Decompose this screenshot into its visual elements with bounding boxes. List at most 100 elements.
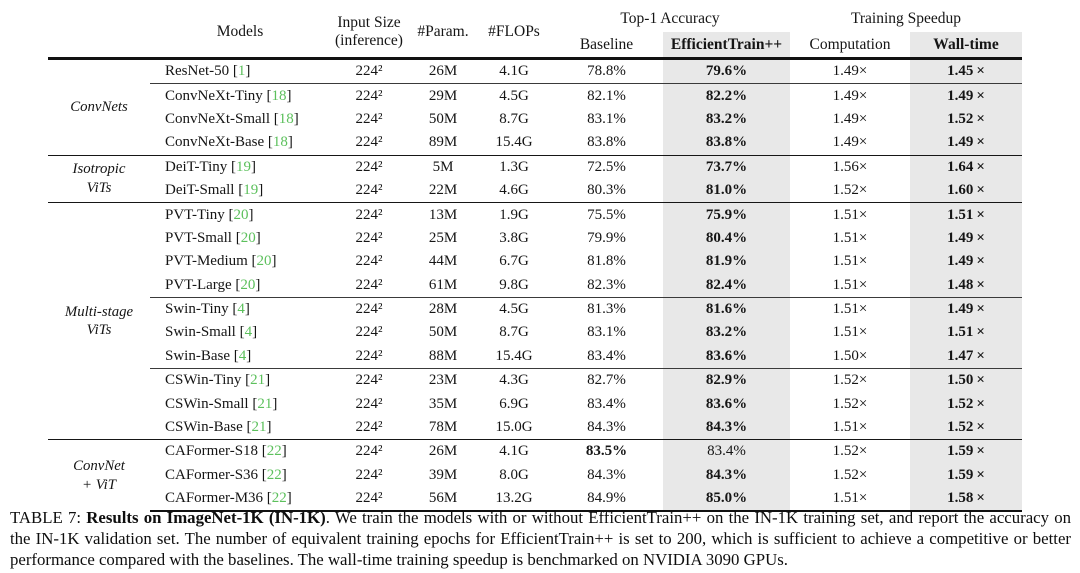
results-table: Models Input Size (inference) #Param. #FL… [48,6,1023,513]
citation-link[interactable]: 1 [237,63,246,80]
citation-link[interactable]: 4 [238,347,247,364]
computation-speedup: 1.51× [832,419,868,436]
citation-link[interactable]: 22 [271,490,287,507]
citation-link[interactable]: 20 [240,229,256,246]
efficienttrain-accuracy: 81.0% [663,178,791,203]
citation-link[interactable]: 18 [271,87,287,104]
computation-speedup: 1.51× [832,253,868,270]
model-name: PVT-Small [20] [165,229,261,246]
baseline-accuracy: 83.8% [587,134,626,151]
table-row: PVT-Large [20] 224² 61M 9.8G 82.3% 82.4% 1.51×… [48,273,1023,298]
citation-link[interactable]: 18 [272,134,288,151]
input-size-value: 224² [330,202,408,227]
citation-link[interactable]: 22 [266,443,282,460]
efficienttrain-accuracy: 83.4% [663,439,791,464]
efficienttrain-accuracy: 80.4% [663,226,791,251]
computation-speedup: 1.49× [790,83,911,108]
params-value: 50M [428,110,458,127]
input-size-value: 224² [355,466,383,483]
input-size-value: 224² [355,229,383,246]
baseline-accuracy: 84.3% [587,419,626,436]
caption-label: TABLE 7: [10,508,82,527]
input-size-value: 224² [330,487,408,513]
flops-value: 4.3G [478,368,550,393]
baseline-accuracy: 81.8% [587,253,626,270]
model-group-label: Multi-stage ViTs [48,202,150,440]
walltime-speedup: 1.51 × [910,202,1023,227]
params-value: 50M [428,324,458,341]
table-row: PVT-Medium [20] 224² 44M 6.7G 81.8% 81.9% 1.51… [48,250,1023,274]
computation-speedup: 1.50× [832,347,868,364]
walltime-speedup: 1.52 × [910,392,1023,416]
table-row: ConvNeXt-Small [18] 224² 50M 8.7G 83.1% 83.2%… [48,107,1023,132]
flops-value: 6.9G [499,395,529,412]
table-body: ConvNets ResNet-50 [1] 224² 26M 4.1G 78.8% 79.… [48,58,1023,513]
training-speedup-group-header: Training Speedup [850,10,962,28]
params-value: 29M [408,83,478,108]
baseline-accuracy: 83.4% [587,395,626,412]
flops-value: 4.1G [478,439,550,464]
params-value: 56M [408,487,478,513]
input-size-value: 224² [355,395,383,412]
baseline-accuracy: 84.9% [550,487,663,513]
efficienttrain-accuracy: 84.3% [663,463,791,488]
citation-link[interactable]: 19 [243,182,259,199]
input-size-value: 224² [355,110,383,127]
table-row: Swin-Small [4] 224² 50M 8.7G 83.1% 83.2% 1.51×… [48,321,1023,345]
input-size-value: 224² [355,253,383,270]
computation-speedup: 1.52× [790,439,911,464]
walltime-speedup: 1.49 × [910,296,1023,322]
citation-link[interactable]: 19 [236,158,251,175]
citation-link[interactable]: 18 [278,110,294,127]
computation-speedup: 1.51× [832,276,868,293]
citation-link[interactable]: 4 [237,301,245,318]
walltime-speedup: 1.49 × [910,83,1023,108]
citation-link[interactable]: 20 [233,206,249,223]
model-name: ConvNeXt-Tiny [18] [150,83,330,108]
computation-speedup: 1.52× [832,466,868,483]
computation-speedup: 1.52× [790,368,911,393]
params-column-header: #Param. [408,6,478,60]
walltime-speedup: 1.51 × [910,321,1023,345]
model-name: CAFormer-S36 [22] [165,466,287,483]
params-value: 88M [428,347,458,364]
efficienttrain-accuracy: 81.6% [663,296,791,322]
walltime-speedup: 1.58 × [910,487,1023,513]
citation-link[interactable]: 21 [250,372,266,389]
table-row: CAFormer-M36 [22] 224² 56M 13.2G 84.9% 85.0% 1… [48,487,1023,513]
walltime-speedup: 1.45 × [910,58,1023,84]
computation-speedup: 1.51× [790,296,911,322]
baseline-column-header: Baseline [550,32,663,60]
caption-text: . We train the models with or without Ef… [10,508,1072,569]
citation-link[interactable]: 21 [251,419,267,436]
citation-link[interactable]: 20 [240,276,256,293]
walltime-speedup: 1.59 × [910,439,1023,464]
walltime-speedup: 1.49 × [910,250,1023,274]
citation-link[interactable]: 4 [244,324,253,341]
params-value: 13M [408,202,478,227]
model-name: PVT-Large [20] [165,276,261,293]
model-name: Swin-Tiny [4] [150,296,330,322]
efficienttrain-accuracy: 82.9% [663,368,791,393]
params-value: 78M [428,419,458,436]
efficienttrain-accuracy: 75.9% [663,202,791,227]
table-row: Swin-Base [4] 224² 88M 15.4G 83.4% 83.6% 1.50×… [48,344,1023,369]
citation-link[interactable]: 20 [256,253,272,270]
walltime-speedup: 1.50 × [910,368,1023,393]
baseline-accuracy: 82.7% [550,368,663,393]
efficienttrain-accuracy: 83.2% [663,321,791,345]
model-name: ConvNeXt-Base [18] [165,134,293,151]
citation-link[interactable]: 22 [266,466,282,483]
computation-speedup: 1.49× [832,134,868,151]
computation-speedup: 1.51× [832,324,868,341]
model-name: Swin-Base [4] [165,347,252,364]
group-column-header [48,6,150,60]
flops-value: 15.4G [495,347,533,364]
input-size-value: 224² [330,296,408,322]
flops-value: 15.0G [495,419,533,436]
table-row: CAFormer-S36 [22] 224² 39M 8.0G 84.3% 84.3% 1.… [48,463,1023,488]
walltime-speedup: 1.52 × [910,107,1023,132]
citation-link[interactable]: 21 [257,395,273,412]
model-name: CSWin-Tiny [21] [150,368,330,393]
efficienttrain-accuracy: 79.6% [663,58,791,84]
